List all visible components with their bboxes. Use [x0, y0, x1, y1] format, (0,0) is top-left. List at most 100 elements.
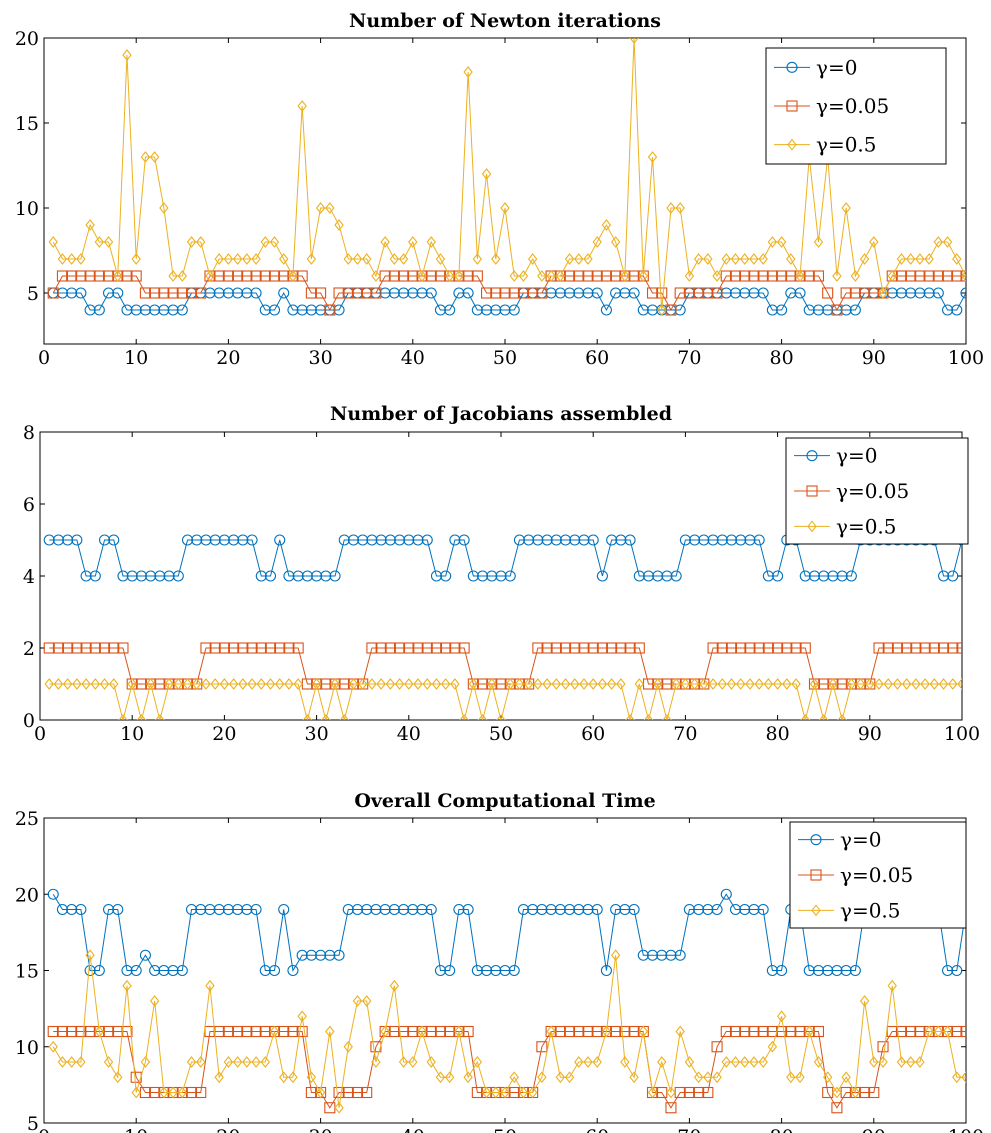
data-point [241, 287, 253, 299]
data-point [71, 534, 83, 546]
data-point [574, 253, 584, 265]
data-point [808, 570, 821, 582]
data-point [425, 903, 437, 916]
data-point [933, 1025, 944, 1038]
data-point [94, 236, 105, 248]
data-point [93, 964, 105, 977]
data-point [745, 678, 755, 690]
data-point [102, 287, 115, 299]
data-point [499, 964, 511, 977]
data-point [729, 1025, 742, 1038]
data-point [689, 678, 700, 690]
x-tick-label: 40 [401, 1126, 425, 1133]
data-point [729, 270, 742, 282]
data-point [93, 304, 105, 316]
data-point [384, 534, 396, 546]
data-point [647, 1086, 658, 1099]
data-point [559, 534, 572, 546]
series-1 [47, 1025, 966, 1114]
data-point [431, 678, 442, 690]
data-point [865, 678, 875, 690]
data-point [75, 1025, 87, 1038]
data-point [444, 1071, 455, 1084]
series-0 [43, 534, 962, 582]
data-point [491, 1086, 501, 1099]
x-tick-label: 80 [766, 723, 790, 745]
data-point [869, 1056, 879, 1068]
data-point [628, 287, 640, 299]
data-point [103, 236, 114, 248]
x-tick-label: 100 [948, 1126, 984, 1133]
data-point [923, 287, 935, 299]
data-point [398, 287, 410, 299]
data-point [232, 270, 244, 282]
data-point [942, 964, 954, 977]
data-point [398, 1025, 410, 1038]
data-point [583, 253, 593, 265]
data-point [260, 1056, 270, 1068]
data-point [139, 304, 151, 316]
data-point [748, 1025, 760, 1038]
data-point [924, 1025, 934, 1038]
data-point [389, 253, 400, 265]
y-tick-label: 20 [15, 28, 39, 50]
data-point [675, 1025, 685, 1038]
data-point [653, 678, 663, 690]
data-point [366, 642, 378, 654]
x-tick-label: 70 [673, 723, 697, 745]
data-point [250, 287, 262, 299]
data-point [453, 287, 465, 299]
data-point [633, 570, 645, 582]
data-point [684, 1056, 695, 1068]
data-point [707, 534, 719, 546]
data-point [606, 642, 618, 654]
data-point [176, 304, 188, 316]
data-point [657, 1056, 667, 1068]
data-point [951, 304, 963, 316]
data-point [920, 678, 930, 690]
x-tick-label: 10 [124, 1126, 148, 1133]
data-point [181, 534, 194, 546]
data-point [321, 714, 331, 720]
data-point [232, 903, 244, 916]
data-point [895, 287, 908, 299]
data-point [449, 534, 461, 546]
data-point [450, 678, 460, 690]
data-point [508, 287, 520, 299]
data-point [840, 287, 852, 299]
data-point [822, 304, 834, 316]
data-point [509, 270, 519, 282]
data-point [232, 1056, 243, 1068]
data-point [508, 304, 520, 316]
data-point [702, 1086, 714, 1099]
data-point [960, 270, 966, 282]
data-point [942, 304, 954, 316]
data-point [948, 678, 958, 690]
data-point [66, 253, 77, 265]
data-point [942, 236, 953, 248]
data-point [859, 995, 870, 1007]
data-point [596, 570, 608, 582]
data-point [754, 678, 764, 690]
data-point [56, 1025, 68, 1038]
data-point [462, 287, 474, 299]
data-point [43, 642, 55, 654]
data-point [200, 534, 212, 546]
data-point [911, 678, 921, 690]
data-point [430, 642, 443, 654]
data-point [647, 151, 658, 163]
data-point [739, 1025, 751, 1038]
data-point [329, 570, 341, 582]
data-point [205, 979, 215, 992]
data-point [334, 1101, 344, 1114]
chart-newton-iterations: Number of Newton iterations 0 10 20 30 40 50 6… [15, 10, 984, 369]
y-tick-label: 25 [15, 808, 39, 830]
x-tick-label: 30 [309, 347, 333, 369]
data-point [342, 903, 354, 916]
data-point [729, 287, 742, 299]
data-point [748, 903, 760, 916]
data-point [915, 253, 925, 265]
x-tick-label: 70 [677, 1126, 701, 1133]
data-point [832, 270, 842, 282]
